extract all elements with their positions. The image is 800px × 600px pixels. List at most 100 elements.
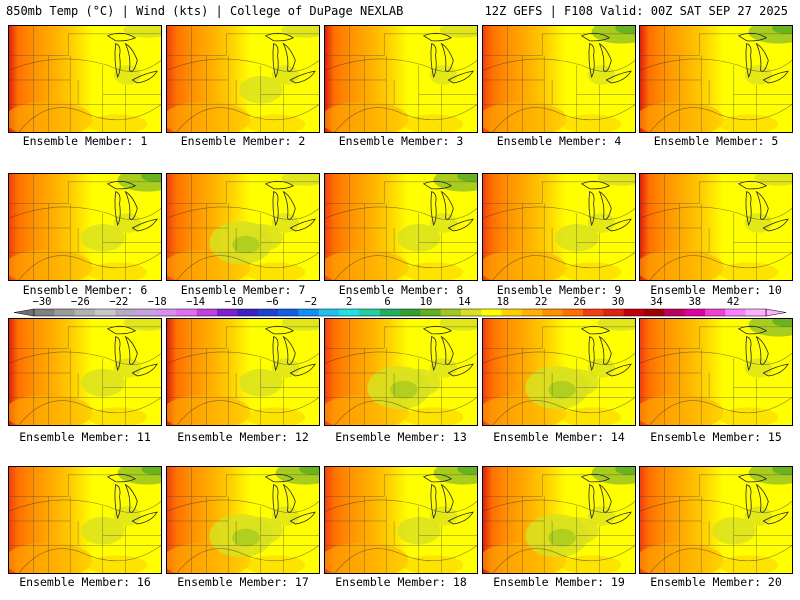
map-panel-member-14	[482, 318, 636, 426]
colorbar-segment	[135, 309, 157, 316]
colorbar-segment	[176, 309, 197, 316]
member-label-17: Ensemble Member: 17	[177, 575, 309, 589]
colorbar-segment	[379, 309, 401, 316]
map-panel-member-2	[166, 25, 320, 133]
map-panel-member-4	[482, 25, 636, 133]
map-panel-member-6	[8, 173, 162, 281]
member-label-9: Ensemble Member: 9	[496, 283, 622, 297]
colorbar-tick-label: −6	[266, 296, 279, 308]
member-label-6: Ensemble Member: 6	[22, 283, 148, 297]
member-label-8: Ensemble Member: 8	[338, 283, 464, 297]
map-panel-member-16	[8, 466, 162, 574]
map-panel-member-8	[324, 173, 478, 281]
member-label-20: Ensemble Member: 20	[650, 575, 782, 589]
colorbar-right-arrow	[765, 308, 787, 317]
colorbar-tick-label: 2	[346, 296, 352, 308]
map-panel-member-19	[482, 466, 636, 574]
colorbar-tick-label: −18	[148, 296, 167, 308]
colorbar-segment	[440, 309, 462, 316]
colorbar-segment	[237, 309, 258, 316]
member-label-2: Ensemble Member: 2	[180, 134, 306, 148]
colorbar-segment	[461, 309, 482, 316]
member-label-4: Ensemble Member: 4	[496, 134, 622, 148]
colorbar-segment	[583, 309, 604, 316]
colorbar-tick-label: −2	[304, 296, 317, 308]
colorbar-segment	[156, 309, 177, 316]
map-panel-member-10	[639, 173, 793, 281]
member-label-12: Ensemble Member: 12	[177, 430, 309, 444]
map-panel-member-18	[324, 466, 478, 574]
colorbar-segment	[522, 309, 543, 316]
colorbar-segment	[217, 309, 238, 316]
map-panel-member-9	[482, 173, 636, 281]
colorbar-tick-label: 6	[384, 296, 390, 308]
member-label-19: Ensemble Member: 19	[493, 575, 625, 589]
map-panel-member-11	[8, 318, 162, 426]
member-label-15: Ensemble Member: 15	[650, 430, 782, 444]
colorbar-segment	[542, 309, 563, 316]
colorbar-tick-label: 22	[535, 296, 548, 308]
colorbar-left-arrow	[13, 308, 35, 317]
member-label-3: Ensemble Member: 3	[338, 134, 464, 148]
member-label-14: Ensemble Member: 14	[493, 430, 625, 444]
colorbar-tick-label: 34	[650, 296, 663, 308]
colorbar-segment	[745, 309, 767, 316]
map-panel-member-15	[639, 318, 793, 426]
colorbar-tick-label: −14	[186, 296, 205, 308]
colorbar-segment	[400, 309, 421, 316]
map-panel-member-5	[639, 25, 793, 133]
map-panel-member-20	[639, 466, 793, 574]
colorbar-segment	[562, 309, 584, 316]
colorbar-segment	[623, 309, 645, 316]
temperature-colorbar: −30 −26 −22 −18 −14 −10 −6 −2 2 6 10 14 18 22 26 30 34 38…	[13, 296, 787, 317]
member-label-16: Ensemble Member: 16	[19, 575, 151, 589]
map-panel-member-17	[166, 466, 320, 574]
colorbar-tick-label: 18	[496, 296, 509, 308]
map-panel-member-13	[324, 318, 478, 426]
colorbar-segment	[95, 309, 116, 316]
colorbar-tick-label: 10	[420, 296, 433, 308]
colorbar-tick-label: 42	[727, 296, 740, 308]
colorbar-segment	[664, 309, 685, 316]
colorbar-segment	[501, 309, 523, 316]
colorbar-segment	[339, 309, 360, 316]
colorbar-segment	[298, 309, 319, 316]
map-panel-member-1	[8, 25, 162, 133]
colorbar-segment	[420, 309, 441, 316]
colorbar-segment	[34, 309, 55, 316]
member-label-1: Ensemble Member: 1	[22, 134, 148, 148]
colorbar-segment	[481, 309, 502, 316]
colorbar-segment	[74, 309, 96, 316]
colorbar-segment	[257, 309, 279, 316]
member-label-7: Ensemble Member: 7	[180, 283, 306, 297]
colorbar-tick-label: 30	[612, 296, 625, 308]
colorbar-segment	[196, 309, 218, 316]
member-label-13: Ensemble Member: 13	[335, 430, 467, 444]
colorbar-tick-label: 26	[573, 296, 586, 308]
model-run-info: 12Z GEFS | F108 Valid: 00Z SAT SEP 27 20…	[484, 4, 788, 18]
colorbar-segment	[644, 309, 665, 316]
colorbar-tick-label: −30	[33, 296, 52, 308]
map-panel-member-7	[166, 173, 320, 281]
member-label-5: Ensemble Member: 5	[653, 134, 779, 148]
colorbar-segment	[359, 309, 380, 316]
colorbar-tick-label: −10	[225, 296, 244, 308]
colorbar-segment	[318, 309, 340, 316]
member-label-18: Ensemble Member: 18	[335, 575, 467, 589]
map-panel-member-3	[324, 25, 478, 133]
colorbar-tick-label: 14	[458, 296, 471, 308]
colorbar-segment	[603, 309, 624, 316]
colorbar-segment	[684, 309, 706, 316]
colorbar-segment	[115, 309, 136, 316]
chart-title: 850mb Temp (°C) | Wind (kts) | College o…	[6, 4, 404, 18]
colorbar-tick-label: 38	[688, 296, 701, 308]
map-panel-member-12	[166, 318, 320, 426]
member-label-10: Ensemble Member: 10	[650, 283, 782, 297]
colorbar-segment	[278, 309, 299, 316]
colorbar-segment	[54, 309, 75, 316]
member-label-11: Ensemble Member: 11	[19, 430, 151, 444]
colorbar-segment	[725, 309, 746, 316]
colorbar-tick-label: −22	[109, 296, 128, 308]
colorbar-segment	[705, 309, 726, 316]
colorbar-tick-label: −26	[71, 296, 90, 308]
